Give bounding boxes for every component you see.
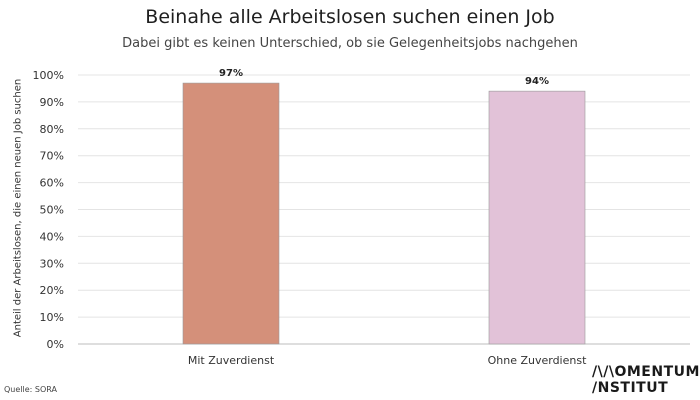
logo-line-2: /NSTITUT bbox=[592, 380, 669, 396]
y-tick-label: 20% bbox=[40, 284, 64, 297]
y-tick-label: 60% bbox=[40, 177, 64, 190]
x-tick-label: Ohne Zuverdienst bbox=[488, 354, 587, 367]
bar bbox=[182, 82, 280, 345]
y-tick-label: 90% bbox=[40, 96, 64, 109]
data-label: 97% bbox=[219, 68, 243, 79]
logo-line-1: /\/\OMENTUM bbox=[592, 364, 700, 380]
chart-subtitle: Dabei gibt es keinen Unterschied, ob sie… bbox=[122, 36, 578, 51]
x-tick-label: Mit Zuverdienst bbox=[188, 354, 275, 367]
momentum-institut-logo: /\/\OMENTUM /NSTITUT bbox=[592, 364, 700, 396]
y-tick-label: 40% bbox=[40, 230, 64, 243]
source-note: Quelle: SORA bbox=[4, 385, 57, 394]
bar bbox=[488, 90, 586, 345]
y-tick-label: 80% bbox=[40, 123, 64, 136]
y-tick-label: 100% bbox=[33, 69, 64, 82]
data-label: 94% bbox=[525, 76, 549, 87]
y-tick-label: 10% bbox=[40, 311, 64, 324]
y-tick-label: 50% bbox=[40, 204, 64, 217]
y-tick-label: 30% bbox=[40, 257, 64, 270]
chart-title: Beinahe alle Arbeitslosen suchen einen J… bbox=[145, 6, 555, 28]
y-tick-label: 0% bbox=[47, 338, 64, 351]
y-tick-label: 70% bbox=[40, 150, 64, 163]
